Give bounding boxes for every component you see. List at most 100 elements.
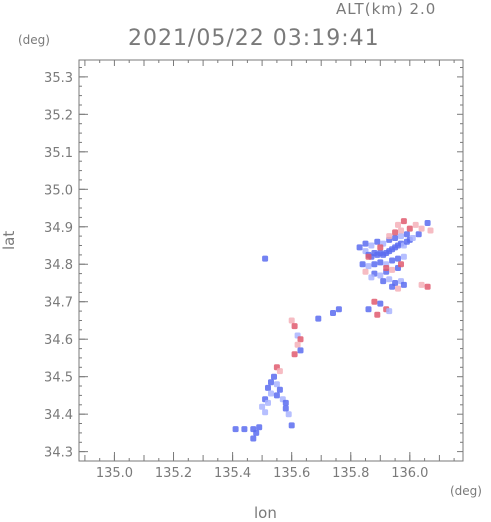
data-point — [395, 285, 401, 292]
data-point — [424, 283, 431, 290]
data-point — [395, 221, 401, 228]
data-point — [377, 300, 384, 307]
data-point — [256, 424, 263, 431]
data-point — [294, 341, 301, 348]
data-point — [268, 390, 274, 397]
data-point — [365, 253, 372, 260]
y-tick-label: 34.4 — [44, 408, 73, 423]
x-tick-label: 135.8 — [332, 466, 369, 481]
data-point — [232, 426, 239, 433]
data-point — [386, 276, 393, 283]
y-tick-label: 34.7 — [44, 296, 73, 311]
data-point — [291, 351, 298, 358]
data-point — [409, 235, 416, 241]
data-point — [418, 225, 425, 232]
data-point — [291, 323, 298, 330]
data-point — [412, 221, 419, 228]
x-tick-label: 135.2 — [155, 466, 192, 481]
data-point — [377, 244, 384, 251]
data-point — [400, 281, 407, 288]
data-point — [400, 218, 407, 225]
x-tick-label: 135.0 — [96, 466, 133, 481]
data-point — [403, 231, 410, 238]
data-point — [383, 265, 390, 271]
data-point — [315, 315, 322, 322]
y-tick-label: 34.8 — [44, 258, 73, 273]
data-point — [400, 253, 407, 260]
y-tick-label: 35.2 — [44, 108, 73, 123]
data-point — [392, 229, 399, 236]
data-point — [362, 268, 369, 275]
plot-frame — [78, 59, 464, 462]
x-tick-label: 135.6 — [273, 466, 310, 481]
data-points — [232, 218, 434, 442]
y-axis-unit: (deg) — [18, 33, 50, 47]
data-point — [398, 227, 404, 234]
data-point — [389, 266, 396, 273]
data-point — [368, 242, 375, 249]
data-point — [282, 405, 289, 412]
data-point — [374, 311, 381, 318]
y-tick-label: 35.3 — [44, 71, 73, 86]
axis-ticks: 135.0 135.2 135.4 135.6 135.8 136.0 34.3 34.4 34… — [44, 60, 463, 481]
data-point — [386, 308, 393, 315]
data-point — [262, 255, 269, 262]
data-point — [268, 379, 274, 386]
data-point — [265, 399, 271, 406]
data-point — [368, 274, 375, 281]
data-point — [253, 429, 260, 436]
data-point — [288, 422, 295, 429]
data-point — [271, 373, 277, 380]
data-point — [415, 231, 422, 238]
data-point — [282, 399, 289, 406]
data-point — [380, 278, 387, 285]
data-point — [356, 244, 363, 251]
data-point — [276, 368, 283, 375]
data-point — [365, 263, 372, 270]
data-point — [335, 306, 342, 313]
data-point — [273, 392, 280, 399]
data-point — [427, 227, 434, 234]
data-point — [374, 238, 381, 245]
y-tick-label: 35.1 — [44, 146, 73, 161]
data-point — [273, 381, 280, 388]
data-point — [406, 225, 413, 232]
data-point — [418, 281, 425, 288]
data-point — [389, 283, 396, 290]
y-tick-label: 34.5 — [44, 371, 73, 386]
data-point — [386, 233, 393, 240]
data-point — [392, 235, 399, 241]
data-point — [395, 255, 401, 262]
data-point — [371, 261, 378, 268]
data-point — [288, 317, 295, 324]
y-tick-label: 34.9 — [44, 221, 73, 236]
y-tick-label: 34.3 — [44, 446, 73, 461]
data-point — [297, 336, 304, 343]
data-point — [377, 272, 384, 279]
data-point — [250, 435, 257, 442]
x-axis-label: lon — [254, 504, 277, 522]
data-point — [297, 347, 304, 354]
data-point — [259, 403, 266, 410]
data-point — [285, 411, 292, 418]
data-point — [359, 261, 366, 268]
data-point — [330, 310, 336, 316]
data-point — [276, 386, 283, 393]
y-tick-label: 35.0 — [44, 183, 73, 198]
chart-title: 2021/05/22 03:19:41 — [128, 26, 380, 51]
data-point — [241, 426, 248, 433]
x-tick-label: 135.4 — [214, 466, 251, 481]
x-axis-unit: (deg) — [450, 484, 482, 498]
data-point — [398, 261, 404, 268]
data-point — [265, 384, 271, 391]
altitude-label: ALT(km) 2.0 — [336, 0, 437, 18]
data-point — [377, 259, 384, 266]
data-point — [362, 240, 369, 247]
y-tick-label: 34.6 — [44, 333, 73, 348]
x-tick-label: 136.0 — [391, 466, 428, 481]
data-point — [389, 257, 396, 264]
data-point — [424, 220, 431, 226]
data-point — [262, 409, 269, 416]
data-point — [398, 233, 404, 240]
